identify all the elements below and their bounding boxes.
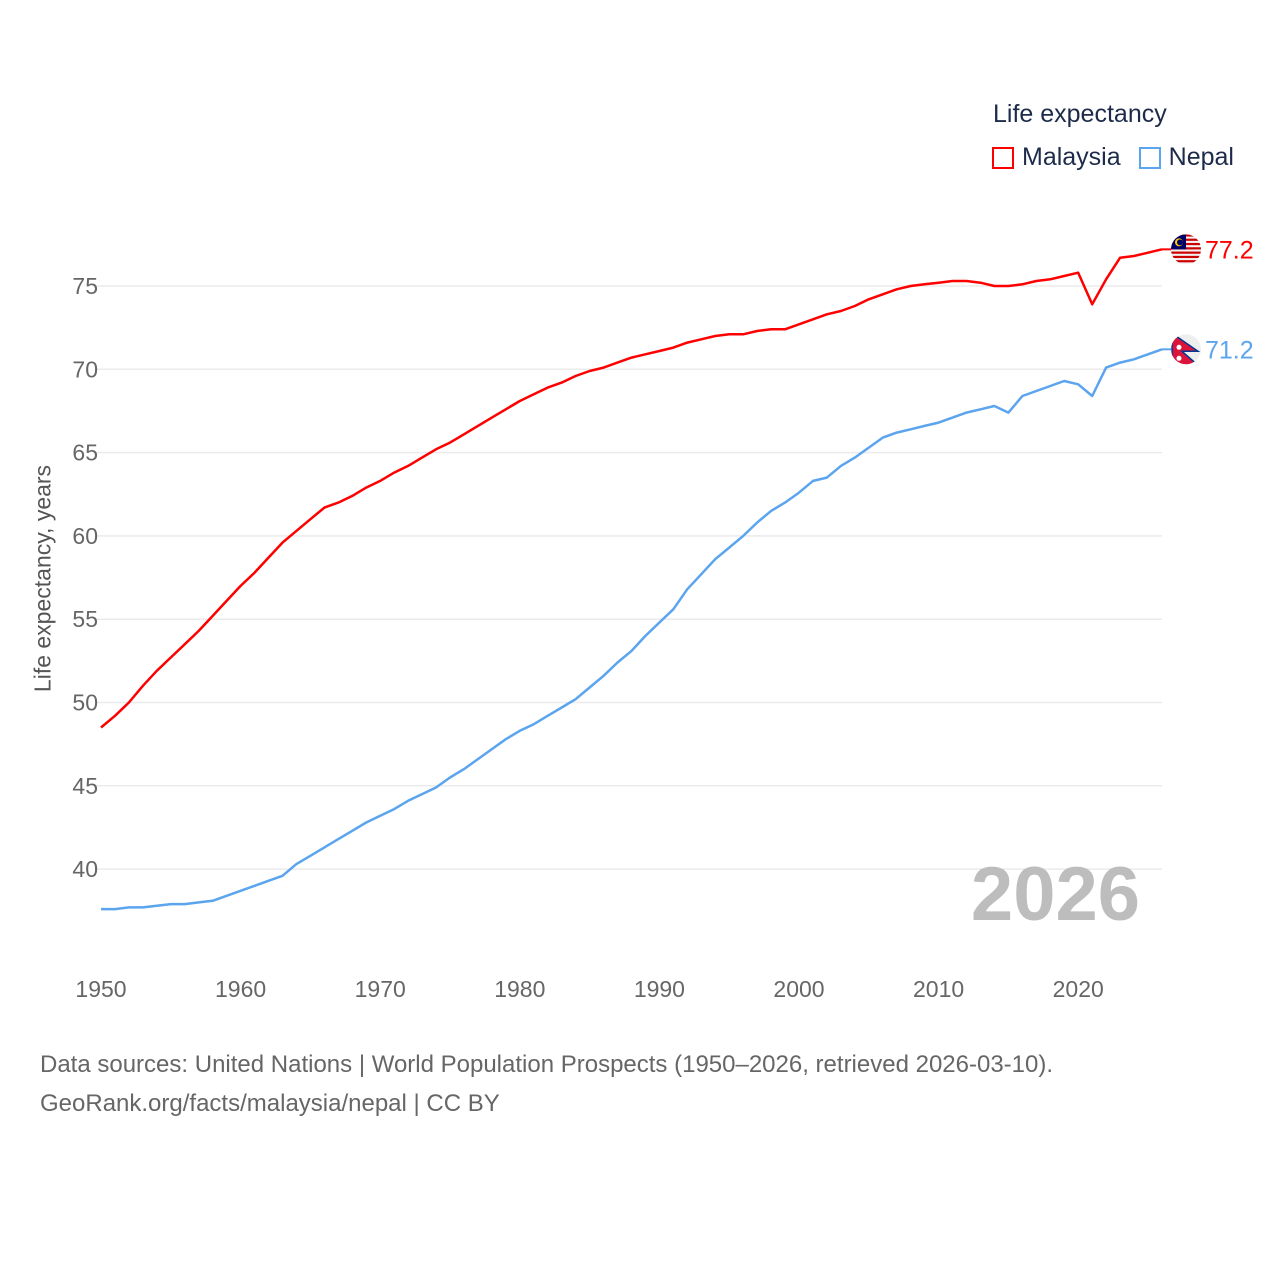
y-tick-label: 45 (72, 773, 98, 799)
legend-label-malaysia: Malaysia (1022, 143, 1121, 171)
source-line-2[interactable]: GeoRank.org/facts/malaysia/nepal | CC BY (40, 1090, 500, 1117)
series-line-nepal (101, 348, 1163, 911)
y-tick-label: 50 (72, 690, 98, 716)
legend: Malaysia Nepal (992, 143, 1252, 172)
legend-item-malaysia[interactable]: Malaysia (992, 143, 1121, 172)
legend-swatch-nepal (1138, 146, 1161, 169)
source-note: Data sources: United Nations | World Pop… (40, 1045, 1053, 1123)
y-tick-label: 65 (72, 440, 98, 466)
y-tick-label: 55 (72, 606, 98, 632)
x-tick-label: 1970 (355, 976, 406, 1002)
y-axis-label: Life expectancy, years (29, 464, 56, 693)
source-line-1: Data sources: United Nations | World Pop… (40, 1051, 1054, 1078)
series-line-malaysia (100, 248, 1163, 729)
year-watermark: 2026 (971, 852, 1140, 937)
legend-swatch-malaysia (992, 146, 1014, 169)
y-tick-label: 75 (72, 273, 98, 299)
x-tick-label: 1950 (75, 976, 126, 1002)
legend-title: Life expectancy (993, 100, 1167, 128)
y-tick-label: 60 (72, 523, 98, 549)
end-value-label-nepal: 71.2 (1205, 336, 1254, 364)
x-tick-label: 1980 (494, 976, 545, 1002)
x-tick-label: 2010 (913, 976, 964, 1002)
legend-label-nepal: Nepal (1168, 143, 1234, 171)
end-value-label-malaysia: 77.2 (1205, 236, 1254, 264)
y-tick-label: 70 (72, 356, 98, 382)
legend-item-nepal[interactable]: Nepal (1138, 143, 1234, 172)
nepal-flag-icon (1171, 334, 1201, 365)
x-tick-label: 1960 (215, 976, 266, 1002)
x-tick-label: 1990 (634, 976, 685, 1002)
y-tick-label: 40 (72, 856, 98, 882)
x-tick-label: 2000 (773, 976, 824, 1002)
malaysia-flag-icon (1171, 234, 1201, 265)
x-tick-label: 2020 (1053, 976, 1104, 1002)
